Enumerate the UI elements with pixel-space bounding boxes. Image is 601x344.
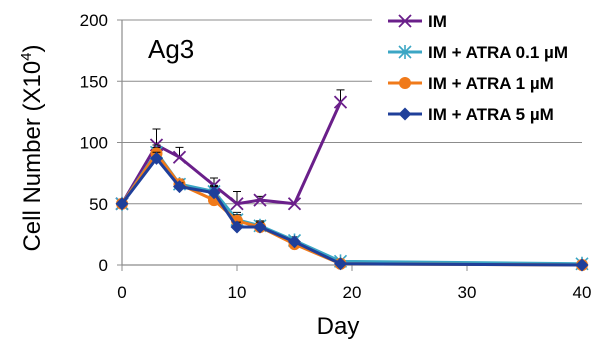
series-3 [115, 151, 589, 272]
data-point-3-3 [207, 186, 221, 200]
error-bar-0-7 [336, 89, 345, 103]
y-tick-label-200: 200 [80, 11, 108, 30]
y-tick-label-50: 50 [89, 195, 108, 214]
error-bar-0-1 [152, 128, 161, 145]
legend-marker-2 [399, 77, 411, 89]
y-axis-title-superscript: 4 [18, 52, 35, 60]
x-tick-label-0: 0 [117, 283, 126, 302]
data-point-3-7 [334, 257, 347, 271]
panel-annotation: Ag3 [148, 34, 194, 64]
tick-labels: 0 50 100 150 200 0 10 20 30 40 [80, 11, 592, 302]
series-0 [115, 89, 348, 211]
data-point-3-4 [230, 220, 244, 234]
data-point-3-1 [150, 151, 163, 165]
x-axis-title: Day [317, 313, 360, 340]
series-line-1 [120, 149, 583, 266]
y-tick-label-0: 0 [99, 256, 108, 275]
data-point-3-8 [575, 258, 589, 272]
legend-label-2: IM + ATRA 1 µM [428, 74, 554, 93]
x-tick-label-40: 40 [573, 283, 592, 302]
x-tick-label-30: 30 [458, 283, 477, 302]
legend: IM IM + ATRA 0.1 µM IM + ATRA 1 µM IM + ATR… [372, 4, 600, 138]
series-line-2 [120, 150, 583, 267]
y-tick-label-100: 100 [80, 134, 108, 153]
data-point-3-5 [253, 220, 267, 234]
y-axis-title-main: Cell Number (X10 [19, 61, 46, 252]
x-tick-label-20: 20 [343, 283, 362, 302]
y-axis-title-close: ) [19, 44, 46, 52]
y-axis-title: Cell Number (X104) [18, 44, 46, 251]
legend-marker-0 [398, 14, 412, 28]
series-2 [116, 146, 588, 271]
data-point-0-6 [287, 197, 302, 211]
legend-marker-1 [398, 45, 412, 59]
data-point-0-7 [333, 95, 348, 109]
legend-marker-3 [398, 107, 412, 121]
legend-label-1: IM + ATRA 0.1 µM [428, 43, 568, 62]
legend-label-0: IM [428, 12, 447, 31]
data-point-0-4 [230, 197, 244, 211]
data-point-3-6 [288, 235, 301, 249]
data-point-0-5 [253, 193, 267, 207]
data-point-3-0 [115, 197, 129, 211]
series-layer [115, 89, 589, 272]
data-point-3-2 [173, 180, 186, 194]
data-point-0-2 [172, 150, 187, 164]
y-tick-label-150: 150 [80, 72, 108, 91]
legend-label-3: IM + ATRA 5 µM [428, 105, 554, 124]
x-tick-label-10: 10 [228, 283, 247, 302]
series-line-3 [120, 156, 583, 267]
error-bar-0-4 [233, 191, 241, 204]
